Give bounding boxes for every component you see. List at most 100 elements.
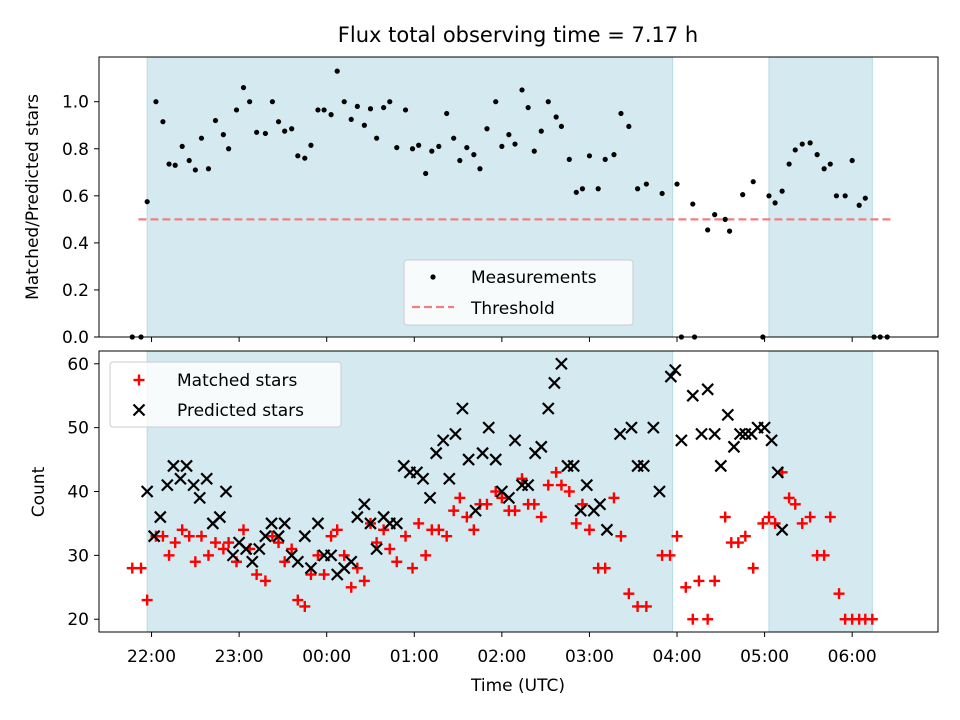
predicted-star-point (653, 485, 666, 498)
matched-star-point (824, 511, 836, 523)
predicted-star-point (265, 517, 278, 530)
measurement-point (512, 141, 518, 147)
measurement-point (712, 212, 718, 218)
matched-star-point (433, 524, 445, 536)
matched-star-point (251, 569, 263, 581)
matched-star-point (448, 505, 460, 517)
matched-star-point (599, 562, 611, 574)
top-legend-box (403, 259, 634, 326)
matched-star-point (796, 517, 808, 529)
top-panel: 0.0 0.2 0.4 0.6 0.8 1.0 Matched/Predicted sta… (23, 56, 939, 348)
matched-star-point (542, 479, 554, 491)
measurement-point (153, 99, 159, 105)
matched-star-point (305, 569, 317, 581)
predicted-star-point (219, 485, 233, 498)
matched-star-point (454, 492, 466, 504)
predicted-star-point (226, 549, 240, 562)
measurement-point (595, 186, 601, 192)
matched-star-point (163, 549, 175, 561)
bottom-y-tick-label: 40 (67, 483, 89, 503)
predicted-star-point (593, 497, 607, 511)
predicted-star-point (449, 427, 462, 441)
bottom-y-ticks: 20 30 40 50 60 (67, 355, 99, 630)
measurement-point (579, 186, 586, 192)
predicted-star-point (311, 517, 325, 530)
measurement-point (786, 161, 792, 167)
predicted-star-point (508, 434, 522, 447)
matched-star-point (358, 575, 370, 587)
predicted-star-point (548, 376, 561, 390)
measurement-point (444, 110, 450, 117)
predicted-star-point (668, 363, 682, 377)
predicted-star-point (272, 529, 285, 543)
predicted-star-point (180, 459, 193, 473)
matched-star-point (331, 524, 343, 536)
measurement-point (545, 99, 551, 105)
matched-star-point (299, 600, 311, 612)
top-points (129, 68, 890, 340)
matched-star-point (747, 562, 759, 574)
predicted-star-point (390, 517, 404, 530)
measurement-point (436, 143, 442, 150)
matched-star-point (209, 537, 221, 549)
measurement-point (254, 129, 260, 135)
predicted-star-point (695, 427, 708, 441)
measurement-point (160, 119, 166, 125)
bottom-panel: 20 30 40 50 60 22:00 23:00 00:00 01:00 02:00 03:0… (29, 350, 939, 696)
measurement-point (602, 156, 608, 162)
matched-star-point (623, 588, 635, 600)
matched-star-point (833, 588, 845, 600)
measurement-point (827, 161, 833, 167)
measurement-point (348, 116, 354, 122)
legend-threshold-label: Threshold (470, 299, 555, 319)
measurement-point (611, 152, 617, 158)
bottom-legend-box (109, 361, 342, 428)
x-axis-label: Time (UTC) (470, 676, 565, 696)
predicted-star-point (647, 421, 660, 434)
matched-star-point (273, 537, 285, 549)
predicted-star-point (423, 491, 437, 505)
measurement-point (525, 104, 531, 111)
matched-star-point (292, 594, 304, 606)
measurement-point (328, 112, 334, 118)
measurement-point (690, 201, 696, 207)
measurement-point (240, 84, 247, 91)
measurement-point (429, 148, 435, 154)
x-tick-label: 03:00 (565, 647, 614, 667)
matched-star-point (528, 498, 540, 510)
top-y-axis-label: Matched/Predicted stars (23, 94, 43, 300)
matched-star-point (783, 492, 795, 504)
matched-star-point (702, 613, 714, 625)
predicted-star-point (187, 478, 200, 492)
predicted-star-point (534, 440, 548, 454)
measurement-point (705, 227, 711, 233)
top-y-tick-label: 0.8 (62, 140, 89, 160)
measurement-point (792, 147, 798, 153)
matched-star-point (671, 530, 683, 542)
measurement-point (722, 216, 728, 222)
matched-star-point (318, 569, 330, 581)
matched-star-point (391, 556, 403, 568)
measurement-point (659, 190, 665, 197)
bottom-points (126, 357, 878, 625)
matched-star-point (739, 530, 751, 542)
matched-star-point (563, 486, 575, 497)
predicted-star-point (502, 491, 516, 505)
measurement-point (341, 99, 347, 105)
top-y-tick-label: 0.2 (62, 281, 89, 301)
predicted-star-point (574, 504, 587, 517)
predicted-star-point (521, 478, 535, 492)
measurement-point (247, 99, 253, 105)
x-tick-label: 04:00 (653, 647, 702, 667)
measurement-point (833, 193, 840, 199)
measurement-point (842, 193, 848, 199)
measurement-point (531, 148, 537, 154)
matched-star-point (550, 466, 562, 478)
shaded-region-2 (768, 56, 873, 338)
predicted-star-point (416, 472, 430, 486)
matched-star-point (461, 511, 473, 523)
matched-star-point (338, 549, 350, 561)
measurement-point (381, 104, 387, 111)
measurement-point (484, 126, 490, 132)
predicted-star-point (541, 402, 555, 415)
